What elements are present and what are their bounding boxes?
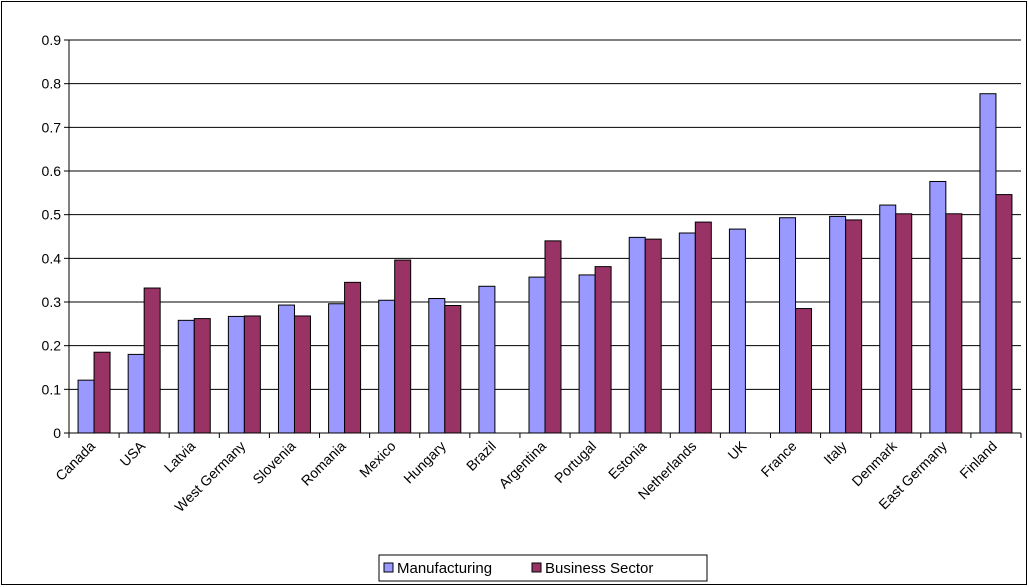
bar-business-sector (644, 238, 662, 434)
x-tick-label: Romania (298, 438, 349, 489)
x-tick-label: Estonia (605, 438, 649, 482)
x-tick-label: Slovenia (249, 438, 298, 487)
bar-business-sector (895, 213, 913, 434)
bar-business-sector (193, 318, 211, 434)
bar-business-sector (93, 351, 111, 434)
bar-business-sector (694, 221, 712, 434)
bar-business-sector (344, 281, 362, 434)
y-tick-label: 0 (53, 425, 61, 441)
bar-manufacturing (277, 304, 295, 434)
bar-manufacturing (77, 379, 95, 434)
bar-manufacturing (478, 285, 496, 434)
y-tick-label: 0.6 (42, 163, 62, 179)
y-tick-label: 0.2 (42, 338, 62, 354)
bar-manufacturing (829, 215, 847, 434)
x-tick-label: Brazil (463, 438, 499, 474)
bar-manufacturing (127, 353, 145, 434)
bar-business-sector (544, 240, 562, 434)
bar-business-sector (594, 266, 612, 434)
y-tick-label: 0.9 (42, 32, 62, 48)
x-tick-label: Latvia (161, 438, 199, 476)
x-tick-label: Finland (956, 438, 1000, 482)
legend (378, 554, 708, 582)
y-tick-label: 0.3 (42, 294, 62, 310)
bar-manufacturing (328, 303, 346, 434)
x-tick-label: Denmark (848, 437, 900, 489)
bar-manufacturing (378, 299, 396, 434)
x-tick-label: France (758, 438, 800, 480)
bar-manufacturing (879, 204, 897, 434)
bar-manufacturing (929, 180, 947, 434)
bar-business-sector (845, 219, 863, 434)
x-tick-label: Portugal (551, 438, 599, 486)
legend-swatch (383, 562, 394, 573)
legend-label: Business Sector (545, 560, 653, 577)
bar-manufacturing (628, 236, 646, 434)
x-tick-label: Mexico (356, 438, 399, 481)
x-tick-label: USA (117, 437, 149, 469)
y-tick-label: 0.5 (42, 207, 62, 223)
bar-manufacturing (428, 298, 446, 434)
bar-manufacturing (678, 232, 696, 434)
x-tick-label: Canada (52, 438, 98, 484)
legend-swatch (531, 562, 542, 573)
bar-business-sector (995, 194, 1013, 434)
x-tick-label: Hungary (400, 438, 449, 487)
bar-business-sector (444, 304, 462, 434)
bar-manufacturing (728, 228, 746, 434)
y-tick-label: 0.1 (42, 381, 62, 397)
bar-business-sector (394, 259, 412, 434)
bar-business-sector (945, 213, 963, 434)
x-tick-label: Argentina (495, 438, 549, 492)
y-tick-label: 0.8 (42, 76, 62, 92)
bar-manufacturing (779, 217, 797, 434)
bar-manufacturing (578, 274, 596, 434)
bar-manufacturing (979, 93, 997, 434)
y-tick-label: 0.4 (42, 250, 62, 266)
y-tick-label: 0.7 (42, 119, 62, 135)
bar-business-sector (795, 308, 813, 434)
bar-business-sector (293, 315, 311, 434)
bar-manufacturing (528, 276, 546, 434)
bar-business-sector (143, 287, 161, 434)
bar-business-sector (243, 315, 261, 434)
bar-manufacturing (177, 319, 195, 434)
x-tick-label: Italy (820, 438, 849, 467)
x-tick-label: UK (724, 437, 750, 463)
bar-manufacturing (227, 315, 245, 434)
legend-label: Manufacturing (397, 560, 492, 577)
